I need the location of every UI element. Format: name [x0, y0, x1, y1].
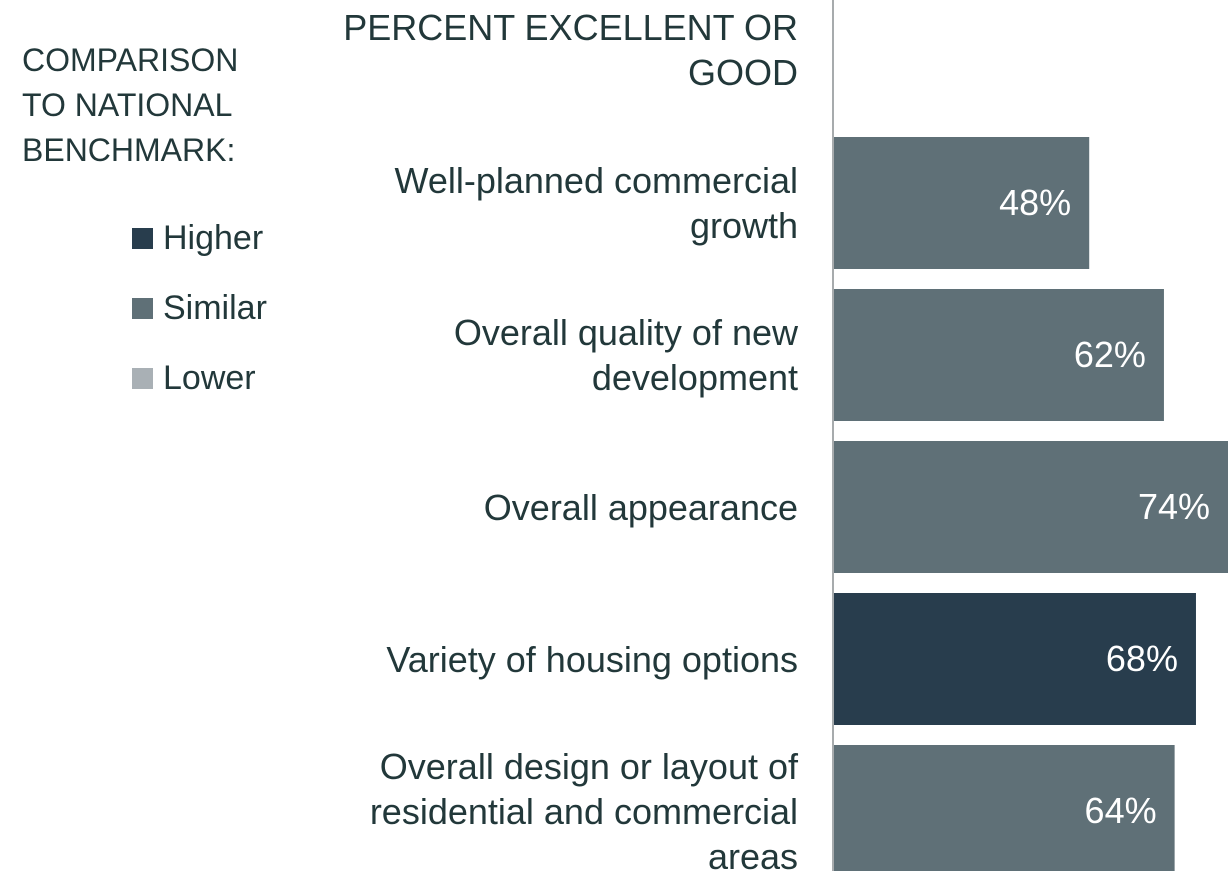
category-label: Well-planned commercial growth [394, 160, 799, 246]
category-label: Overall quality of new development [453, 312, 798, 398]
axis-title: PERCENT EXCELLENT OR GOOD [343, 7, 798, 93]
value-label: 64% [1084, 790, 1157, 831]
chart [832, 0, 1228, 871]
legend-swatch [132, 297, 153, 319]
legend-swatch [132, 367, 153, 389]
bar [834, 289, 1164, 421]
category-label: Overall design or layout of residential … [369, 745, 798, 877]
legend-label: Similar [163, 288, 267, 327]
value-label: 74% [1137, 486, 1210, 527]
bar [834, 441, 1228, 573]
value-label: 62% [1073, 334, 1146, 375]
bar [834, 593, 1196, 725]
category-label: Overall appearance [483, 486, 798, 528]
legend-item: Similar [132, 284, 267, 332]
value-label: 68% [1105, 638, 1178, 679]
legend-label: Lower [163, 358, 256, 397]
legend-swatch [132, 227, 153, 249]
legend-label: Higher [163, 218, 264, 257]
legend-item: Higher [132, 214, 263, 262]
value-label: 48% [999, 182, 1072, 223]
bar [834, 745, 1175, 871]
legend-item: Lower [132, 354, 256, 402]
legend-title: COMPARISON TO NATIONAL BENCHMARK: [22, 42, 239, 168]
bar [834, 137, 1090, 269]
category-label: Variety of housing options [386, 638, 798, 680]
page: PERCENT EXCELLENT OR GOOD COMPARISON TO … [22, 0, 1228, 877]
